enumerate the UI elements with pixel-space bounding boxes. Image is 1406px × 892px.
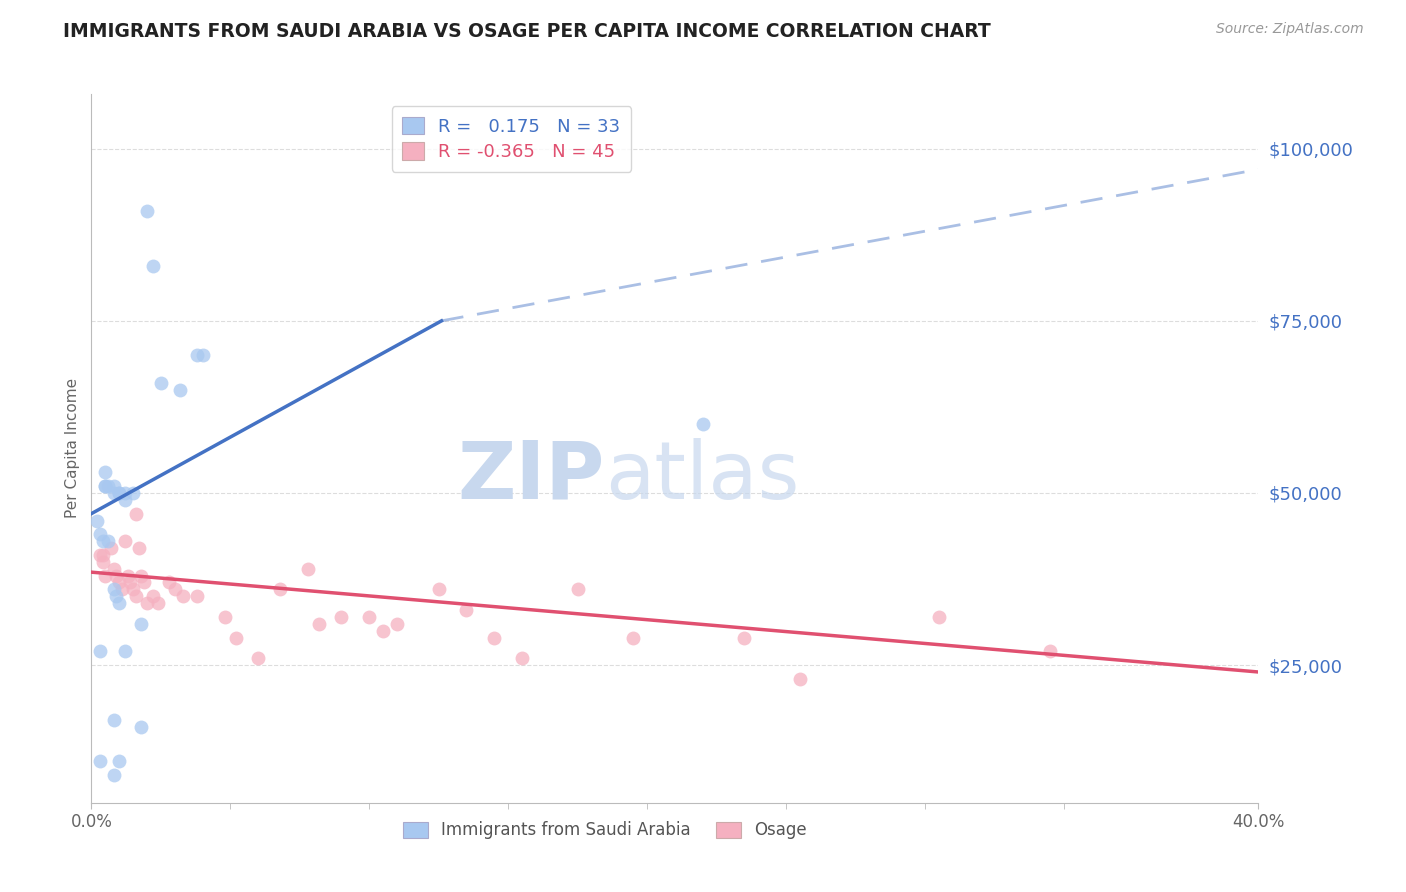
Point	[103, 486, 125, 500]
Point	[97, 534, 120, 549]
Point	[141, 589, 163, 603]
Point	[136, 596, 159, 610]
Point	[427, 582, 450, 597]
Point	[114, 486, 136, 500]
Point	[122, 486, 145, 500]
Text: ZIP: ZIP	[457, 438, 605, 516]
Point	[385, 616, 408, 631]
Text: Source: ZipAtlas.com: Source: ZipAtlas.com	[1216, 22, 1364, 37]
Point	[131, 720, 153, 734]
Point	[111, 582, 134, 597]
Point	[89, 755, 111, 769]
Point	[225, 631, 247, 645]
Point	[86, 514, 108, 528]
Point	[456, 603, 478, 617]
Text: atlas: atlas	[605, 438, 799, 516]
Point	[157, 575, 180, 590]
Point	[621, 631, 644, 645]
Point	[131, 568, 153, 582]
Point	[128, 541, 150, 555]
Point	[114, 644, 136, 658]
Point	[125, 507, 148, 521]
Point	[91, 548, 114, 562]
Point	[149, 376, 172, 390]
Point	[214, 610, 236, 624]
Point	[141, 259, 163, 273]
Point	[103, 768, 125, 782]
Point	[103, 582, 125, 597]
Point	[103, 479, 125, 493]
Point	[510, 651, 533, 665]
Point	[108, 486, 131, 500]
Point	[91, 534, 114, 549]
Point	[134, 575, 156, 590]
Point	[114, 492, 136, 507]
Point	[94, 466, 117, 480]
Point	[108, 596, 131, 610]
Point	[94, 479, 117, 493]
Point	[122, 582, 145, 597]
Point	[136, 203, 159, 218]
Point	[308, 616, 330, 631]
Point	[297, 562, 319, 576]
Point	[371, 624, 394, 638]
Point	[108, 755, 131, 769]
Y-axis label: Per Capita Income: Per Capita Income	[65, 378, 80, 518]
Point	[247, 651, 270, 665]
Point	[131, 616, 153, 631]
Point	[114, 534, 136, 549]
Point	[186, 348, 208, 362]
Point	[94, 479, 117, 493]
Legend: Immigrants from Saudi Arabia, Osage: Immigrants from Saudi Arabia, Osage	[395, 813, 815, 847]
Point	[91, 555, 114, 569]
Point	[186, 589, 208, 603]
Point	[692, 417, 714, 431]
Point	[146, 596, 169, 610]
Point	[172, 589, 194, 603]
Point	[103, 713, 125, 727]
Point	[105, 568, 128, 582]
Point	[567, 582, 589, 597]
Point	[330, 610, 353, 624]
Point	[97, 479, 120, 493]
Point	[269, 582, 291, 597]
Point	[89, 548, 111, 562]
Point	[100, 541, 122, 555]
Point	[169, 383, 191, 397]
Point	[928, 610, 950, 624]
Text: IMMIGRANTS FROM SAUDI ARABIA VS OSAGE PER CAPITA INCOME CORRELATION CHART: IMMIGRANTS FROM SAUDI ARABIA VS OSAGE PE…	[63, 22, 991, 41]
Point	[733, 631, 755, 645]
Point	[94, 568, 117, 582]
Point	[163, 582, 186, 597]
Point	[117, 568, 139, 582]
Point	[1039, 644, 1062, 658]
Point	[120, 575, 142, 590]
Point	[125, 589, 148, 603]
Point	[89, 644, 111, 658]
Point	[108, 575, 131, 590]
Point	[103, 562, 125, 576]
Point	[789, 672, 811, 686]
Point	[89, 527, 111, 541]
Point	[359, 610, 381, 624]
Point	[108, 486, 131, 500]
Point	[191, 348, 214, 362]
Point	[105, 589, 128, 603]
Point	[484, 631, 506, 645]
